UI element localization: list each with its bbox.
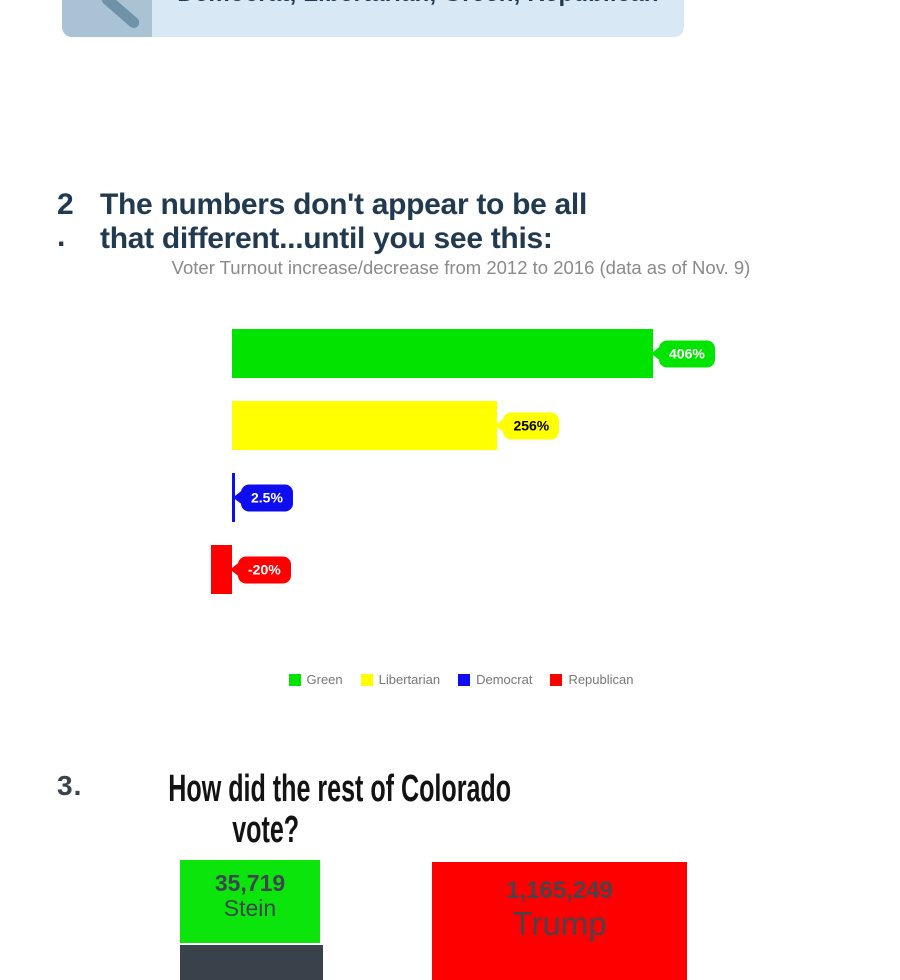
section3-number: 3.: [57, 770, 83, 801]
value-tooltip-libertarian: 256%: [503, 412, 560, 439]
legend-label: Green: [306, 672, 343, 687]
tooltip-label: -20%: [248, 561, 281, 578]
legend-swatch-libertarian: [360, 673, 373, 686]
legend-label: Democrat: [476, 672, 533, 687]
tooltip-label: 406%: [669, 345, 705, 362]
legend-swatch-republican: [550, 673, 563, 686]
trump-vote-bar[interactable]: 1,165,249 Trump: [432, 862, 687, 980]
stein-vote-count: 35,719: [214, 870, 286, 896]
section2-heading-line2: that different...until you see this:: [100, 222, 553, 255]
value-tooltip-republican: -20%: [238, 556, 291, 583]
card-title: Democrat, Libertarian, Green, Republican: [152, 0, 684, 8]
turnout-bar-chart: 406% 256% 2.5% -20%: [0, 0, 900, 700]
bar-row-republican: -20%: [0, 545, 900, 594]
legend-item-green[interactable]: Green: [288, 672, 343, 687]
section3-heading: How did the rest of Colorado vote?: [80, 769, 511, 851]
legend-swatch-green: [288, 673, 301, 686]
turnout-bar-republican[interactable]: [211, 545, 232, 594]
value-tooltip-democrat: 2.5%: [241, 484, 293, 511]
magnifier-icon: [62, 0, 152, 37]
section3-heading-line2-wrap: vote?: [80, 810, 452, 851]
chart-legend: Green Libertarian Democrat Republican: [57, 672, 865, 687]
legend-label: Republican: [568, 672, 634, 687]
stein-candidate-name: Stein: [223, 895, 277, 921]
bar-row-libertarian: 256%: [0, 401, 900, 450]
section3-heading-line2: vote?: [232, 809, 300, 851]
legend-item-democrat[interactable]: Democrat: [458, 672, 532, 687]
section3-heading-line1: How did the rest of Colorado: [168, 768, 512, 810]
section2-number-dot: .: [57, 220, 66, 253]
turnout-bar-green[interactable]: [232, 329, 653, 378]
section2-number: 2: [57, 188, 74, 221]
bar-row-democrat: 2.5%: [0, 473, 900, 522]
trump-vote-count: 1,165,249: [506, 877, 613, 904]
chart-title: Voter Turnout increase/decrease from 201…: [171, 257, 751, 278]
bar-row-green: 406%: [0, 329, 900, 378]
partial-vote-bar[interactable]: [180, 945, 323, 980]
legend-item-republican[interactable]: Republican: [550, 672, 633, 687]
legend-item-libertarian[interactable]: Libertarian: [360, 672, 441, 687]
legend-label: Libertarian: [378, 672, 441, 687]
tooltip-label: 2.5%: [251, 489, 283, 506]
section3-heading-line1-wrap: How did the rest of Colorado: [80, 769, 511, 810]
section2-heading-line1: The numbers don't appear to be all: [100, 188, 587, 221]
search-callout-card: Democrat, Libertarian, Green, Republican: [62, 0, 684, 37]
trump-candidate-name: Trump: [512, 905, 607, 942]
legend-swatch-democrat: [458, 673, 471, 686]
value-tooltip-green: 406%: [659, 340, 715, 367]
turnout-bar-libertarian[interactable]: [232, 401, 498, 450]
stein-vote-bar[interactable]: 35,719 Stein: [180, 860, 320, 943]
tooltip-label: 256%: [513, 417, 550, 434]
